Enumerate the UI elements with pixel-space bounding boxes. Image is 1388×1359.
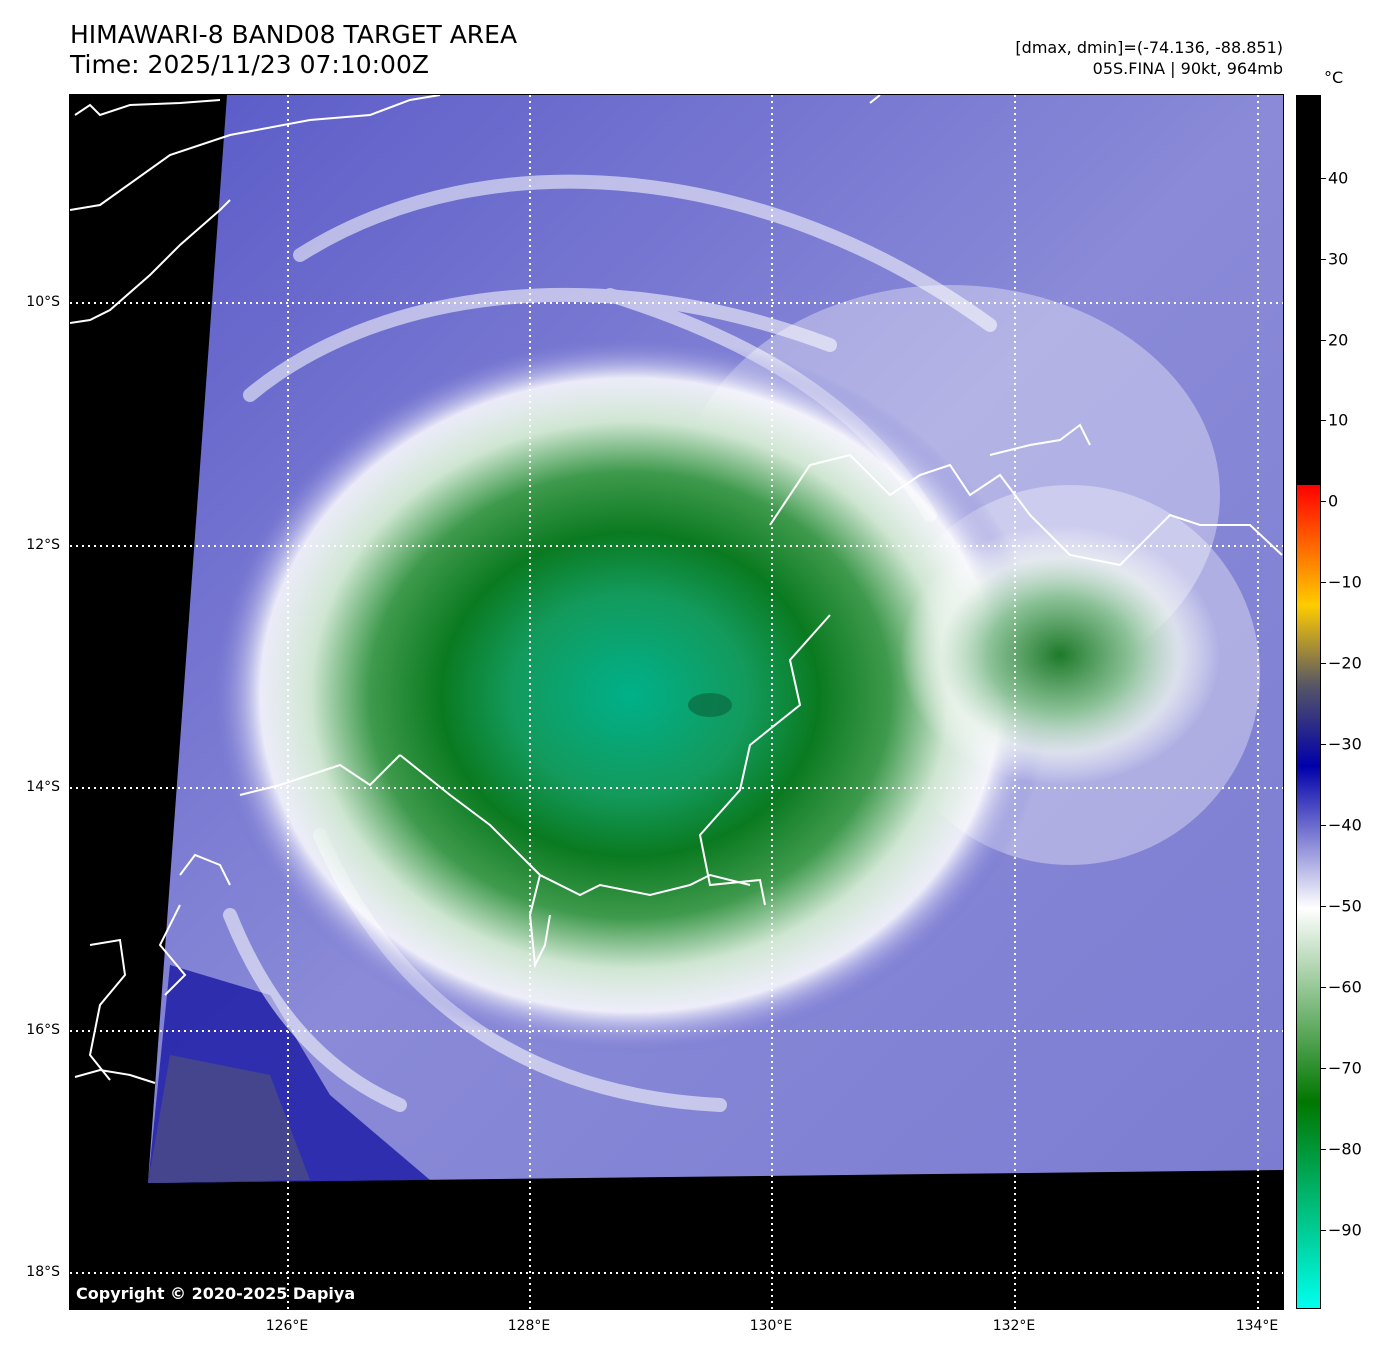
timestamp: Time: 2025/11/23 07:10:00Z (70, 50, 429, 79)
colorbar-label-minus10: −10 (1328, 572, 1362, 592)
colorbar-tick (1321, 1230, 1326, 1231)
temperature-range: [dmax, dmin]=(-74.136, -88.851) (1015, 38, 1283, 57)
colorbar (1296, 95, 1321, 1309)
lon-label-128e: 128°E (507, 1318, 551, 1334)
colorbar-tick (1321, 501, 1326, 502)
colorbar-unit: °C (1324, 68, 1344, 87)
colorbar-label-0: 0 (1328, 491, 1339, 511)
lat-label-10s: 10°S (26, 294, 60, 310)
coastlines (70, 95, 1283, 1084)
lon-label-126e: 126°E (265, 1318, 309, 1334)
lat-label-16s: 16°S (26, 1022, 60, 1038)
lon-label-134e: 134°E (1235, 1318, 1279, 1334)
colorbar-tick (1321, 582, 1326, 583)
colorbar-tick (1321, 663, 1326, 664)
copyright: Copyright © 2020-2025 Dapiya (76, 1284, 356, 1303)
colorbar-label-minus40: −40 (1328, 815, 1362, 835)
colorbar-label-40: 40 (1328, 168, 1349, 188)
colorbar-tick (1321, 420, 1326, 421)
storm-core (210, 335, 1050, 1055)
colorbar-label-minus80: −80 (1328, 1139, 1362, 1159)
colorbar-tick (1321, 987, 1326, 988)
colorbar-label-minus50: −50 (1328, 896, 1362, 916)
colorbar-tick (1321, 340, 1326, 341)
lat-label-14s: 14°S (26, 779, 60, 795)
colorbar-label-minus90: −90 (1328, 1220, 1362, 1240)
lat-label-18s: 18°S (26, 1264, 60, 1280)
colorbar-tick (1321, 744, 1326, 745)
lat-lon-grid (70, 95, 1283, 1309)
colorbar-label-20: 20 (1328, 330, 1349, 350)
chart-title: HIMAWARI-8 BAND08 TARGET AREA (70, 20, 518, 49)
colorbar-tick (1321, 1068, 1326, 1069)
colorbar-label-minus30: −30 (1328, 734, 1362, 754)
storm-info: 05S.FINA | 90kt, 964mb (1092, 59, 1283, 78)
colorbar-tick (1321, 1149, 1326, 1150)
colorbar-label-10: 10 (1328, 410, 1349, 430)
colorbar-tick (1321, 178, 1326, 179)
satellite-image (70, 95, 1283, 1309)
colorbar-tick (1321, 259, 1326, 260)
colorbar-label-minus60: −60 (1328, 977, 1362, 997)
colorbar-tick (1321, 906, 1326, 907)
colorbar-tick (1321, 825, 1326, 826)
lon-label-132e: 132°E (992, 1318, 1036, 1334)
lat-label-12s: 12°S (26, 537, 60, 553)
satellite-map: Copyright © 2020-2025 Dapiya (69, 94, 1284, 1310)
colorbar-label-minus70: −70 (1328, 1058, 1362, 1078)
lon-label-130e: 130°E (749, 1318, 793, 1334)
colorbar-label-minus20: −20 (1328, 653, 1362, 673)
colorbar-label-30: 30 (1328, 249, 1349, 269)
